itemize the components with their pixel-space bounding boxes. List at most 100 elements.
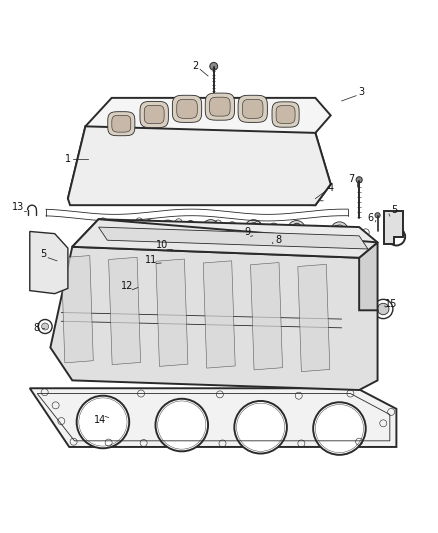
Polygon shape [173,95,201,123]
Circle shape [248,223,259,234]
Circle shape [155,230,167,241]
Text: 9: 9 [244,228,251,237]
Circle shape [241,230,253,241]
Circle shape [113,231,124,243]
Circle shape [228,222,237,231]
Circle shape [356,177,362,183]
Circle shape [281,228,299,245]
Circle shape [311,225,320,234]
Polygon shape [205,93,234,120]
Circle shape [42,259,50,267]
Circle shape [129,227,142,240]
Text: 10: 10 [156,240,168,251]
Circle shape [42,237,50,245]
Circle shape [269,237,278,246]
Circle shape [174,244,183,253]
Polygon shape [276,106,295,124]
Circle shape [327,232,339,243]
Polygon shape [156,259,188,366]
Circle shape [248,233,254,238]
Circle shape [338,231,346,239]
Circle shape [42,248,50,256]
Circle shape [288,221,305,238]
Polygon shape [50,247,378,390]
Circle shape [374,300,393,319]
Polygon shape [68,126,331,205]
Circle shape [334,225,345,236]
Polygon shape [108,112,135,136]
Circle shape [42,323,49,330]
Circle shape [77,395,129,448]
Circle shape [198,230,210,241]
Circle shape [350,229,359,237]
Polygon shape [359,243,378,310]
Text: 15: 15 [385,298,397,309]
Polygon shape [85,98,331,133]
Circle shape [284,231,296,242]
Circle shape [186,221,195,229]
Circle shape [375,213,380,218]
Circle shape [378,303,389,314]
Circle shape [145,220,153,229]
Polygon shape [61,255,93,363]
Circle shape [234,401,287,454]
Circle shape [238,227,256,244]
Polygon shape [109,257,141,365]
Circle shape [291,223,302,235]
Polygon shape [177,99,197,118]
Text: 8: 8 [33,323,39,333]
Circle shape [162,223,173,235]
Text: 2: 2 [192,61,198,71]
Circle shape [294,227,307,240]
Polygon shape [30,231,68,294]
Circle shape [159,220,177,238]
Polygon shape [99,227,368,249]
Circle shape [132,229,140,237]
Polygon shape [144,106,164,124]
Circle shape [116,221,134,239]
Circle shape [155,399,208,451]
Circle shape [313,402,366,455]
Circle shape [119,224,131,236]
Polygon shape [298,264,330,372]
Circle shape [269,223,278,232]
Text: 5: 5 [40,249,46,259]
Polygon shape [30,388,396,447]
Polygon shape [272,102,299,127]
Circle shape [173,229,181,237]
Circle shape [195,227,213,244]
Circle shape [170,226,184,239]
Polygon shape [384,211,403,244]
Circle shape [245,220,262,237]
Circle shape [255,229,263,237]
Text: 13: 13 [12,203,25,212]
Text: 11: 11 [145,255,157,265]
Circle shape [272,239,276,243]
Polygon shape [72,219,378,258]
Polygon shape [140,101,168,127]
Polygon shape [243,99,263,118]
Circle shape [104,220,113,229]
Circle shape [335,229,348,241]
Text: 14: 14 [94,415,106,425]
Polygon shape [251,263,283,370]
Circle shape [42,270,50,278]
Text: 8: 8 [275,235,281,245]
Circle shape [245,230,257,241]
Circle shape [210,62,218,70]
Circle shape [297,230,304,238]
Text: 6: 6 [367,213,373,223]
Circle shape [152,227,170,245]
Circle shape [324,229,342,246]
Text: 7: 7 [349,174,355,184]
Circle shape [253,226,266,239]
Text: 5: 5 [391,205,397,215]
Text: 3: 3 [358,87,364,97]
Circle shape [92,142,99,148]
Circle shape [38,319,52,334]
Circle shape [110,229,127,246]
Circle shape [42,280,50,288]
Circle shape [331,222,348,239]
Text: 12: 12 [121,281,133,291]
Circle shape [214,229,222,237]
